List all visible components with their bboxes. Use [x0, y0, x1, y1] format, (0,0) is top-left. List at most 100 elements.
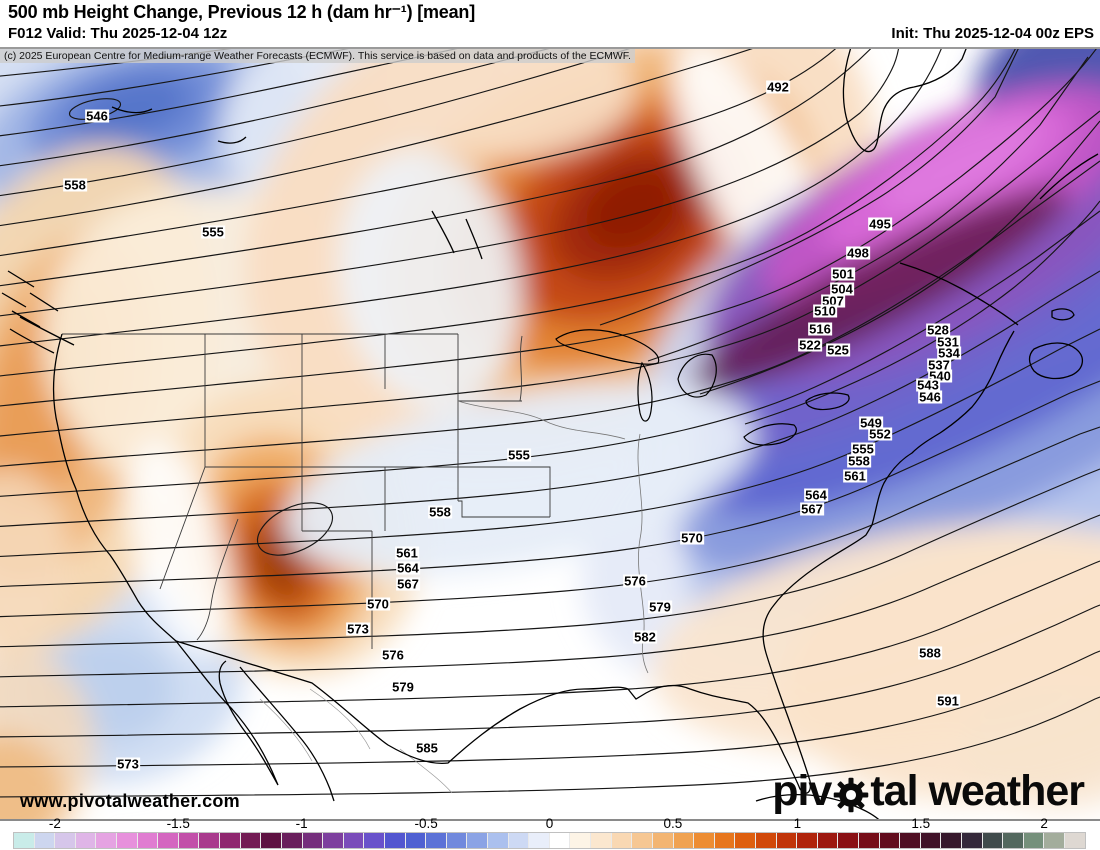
- colorbar-cell: [343, 833, 365, 848]
- contour-label: 501: [831, 266, 855, 282]
- contour-label: 495: [868, 216, 892, 232]
- height-change-color-field: [0, 49, 1100, 819]
- colorbar-tick: -2: [48, 816, 61, 831]
- contour-label: 555: [507, 447, 531, 463]
- colorbar-cell: [364, 833, 385, 848]
- colorbar-cell: [962, 833, 983, 848]
- forecast-valid-label: F012 Valid: Thu 2025-12-04 12z: [8, 25, 228, 42]
- contour-label: 516: [808, 321, 832, 337]
- contour-label: 558: [428, 504, 452, 520]
- init-time-label: Init: Thu 2025-12-04 00z EPS: [891, 25, 1094, 42]
- colorbar-cell: [508, 833, 530, 848]
- copyright-notice: (c) 2025 European Centre for Medium-rang…: [0, 49, 635, 63]
- colorbar-cell: [384, 833, 406, 848]
- colorbar-cell: [446, 833, 468, 848]
- contour-label: 555: [851, 441, 875, 457]
- colorbar-tick: 1: [793, 816, 802, 831]
- colorbar-tick: -1: [295, 816, 308, 831]
- colorbar-cell: [673, 833, 695, 848]
- colorbar-cell: [920, 833, 942, 848]
- coastlines: [1, 49, 1099, 819]
- colorbar-cell: [405, 833, 427, 848]
- colorbar-cell: [96, 833, 118, 848]
- colorbar-cell: [158, 833, 179, 848]
- colorbar-cell: [199, 833, 221, 848]
- logo-text-left: piv: [772, 767, 832, 815]
- contour-label: 498: [846, 245, 870, 261]
- colorbar-cell: [776, 833, 798, 848]
- colorbar-tick: -0.5: [414, 816, 438, 831]
- colorbar-cell: [694, 833, 715, 848]
- colorbar-cell: [426, 833, 447, 848]
- colorbar-cell: [570, 833, 592, 848]
- contour-label: 504: [830, 281, 854, 297]
- watermark-url: www.pivotalweather.com: [20, 791, 240, 811]
- colorbar-cell: [1023, 833, 1045, 848]
- colorbar-cell: [838, 833, 859, 848]
- colorbar-tick-labels: -2 -1.5 -1 -0.5 0 0.5 1 1.5 2: [13, 816, 1086, 832]
- page-title: 500 mb Height Change, Previous 12 h (dam…: [8, 2, 475, 22]
- colorbar-cell: [858, 833, 880, 848]
- contour-label: 522: [798, 337, 822, 353]
- contour-label: 564: [804, 487, 828, 503]
- colorbar-cell: [529, 833, 550, 848]
- colorbar-cell: [75, 833, 97, 848]
- colorbar-tick: 0: [545, 816, 554, 831]
- contour-label: 534: [937, 345, 961, 361]
- contour-label: 579: [648, 599, 672, 615]
- contour-label: 507: [821, 293, 845, 309]
- colorbar-cell: [735, 833, 756, 848]
- contour-label: 570: [366, 596, 390, 612]
- colorbar-cell: [488, 833, 509, 848]
- contour-label: 546: [918, 389, 942, 405]
- colorbar-cell: [240, 833, 262, 848]
- colorbar-cell: [178, 833, 200, 848]
- contour-label: 570: [680, 530, 704, 546]
- pivotal-weather-logo: piv tal weather: [772, 767, 1085, 816]
- logo-text-right: tal weather: [870, 767, 1085, 815]
- contour-label: 582: [633, 629, 657, 645]
- contour-label: 561: [395, 545, 419, 561]
- colorbar-cell: [632, 833, 653, 848]
- colorbar-cell: [879, 833, 901, 848]
- colorbar-cell: [261, 833, 282, 848]
- map-canvas: [0, 49, 1100, 819]
- weather-map: (c) 2025 European Centre for Medium-rang…: [0, 47, 1100, 821]
- great-lakes: [555, 329, 850, 446]
- contour-label: 588: [918, 645, 942, 661]
- contour-label: 528: [926, 322, 950, 338]
- contour-label: 558: [847, 453, 871, 469]
- contour-label: 549: [859, 415, 883, 431]
- contour-label: 567: [800, 501, 824, 517]
- colorbar-cell: [55, 833, 76, 848]
- colorbar-cell: [34, 833, 56, 848]
- contour-label: 561: [843, 468, 867, 484]
- colorbar-cell: [14, 833, 35, 848]
- colorbar: [13, 832, 1086, 849]
- colorbar-cell: [591, 833, 612, 848]
- colorbar-cell: [1003, 833, 1024, 848]
- colorbar-cell: [611, 833, 633, 848]
- contour-label: 585: [415, 740, 439, 756]
- contour-label: 564: [396, 560, 420, 576]
- colorbar-cell: [941, 833, 963, 848]
- gear-icon: [834, 777, 869, 812]
- contour-label: 576: [381, 647, 405, 663]
- colorbar-cell: [467, 833, 489, 848]
- contour-label: 591: [936, 693, 960, 709]
- colorbar-cell: [220, 833, 241, 848]
- colorbar-cell: [117, 833, 138, 848]
- contour-label: 573: [346, 621, 370, 637]
- contour-label: 543: [916, 377, 940, 393]
- colorbar-tick: 1.5: [911, 816, 931, 831]
- contour-label: 492: [766, 79, 790, 95]
- colorbar-cell: [1065, 833, 1085, 848]
- colorbar-cell: [323, 833, 344, 848]
- contour-label: 552: [868, 426, 892, 442]
- contour-label: 576: [623, 573, 647, 589]
- contour-label: 558: [63, 177, 87, 193]
- colorbar-cell: [652, 833, 674, 848]
- contour-label: 531: [936, 334, 960, 350]
- contour-label: 567: [396, 576, 420, 592]
